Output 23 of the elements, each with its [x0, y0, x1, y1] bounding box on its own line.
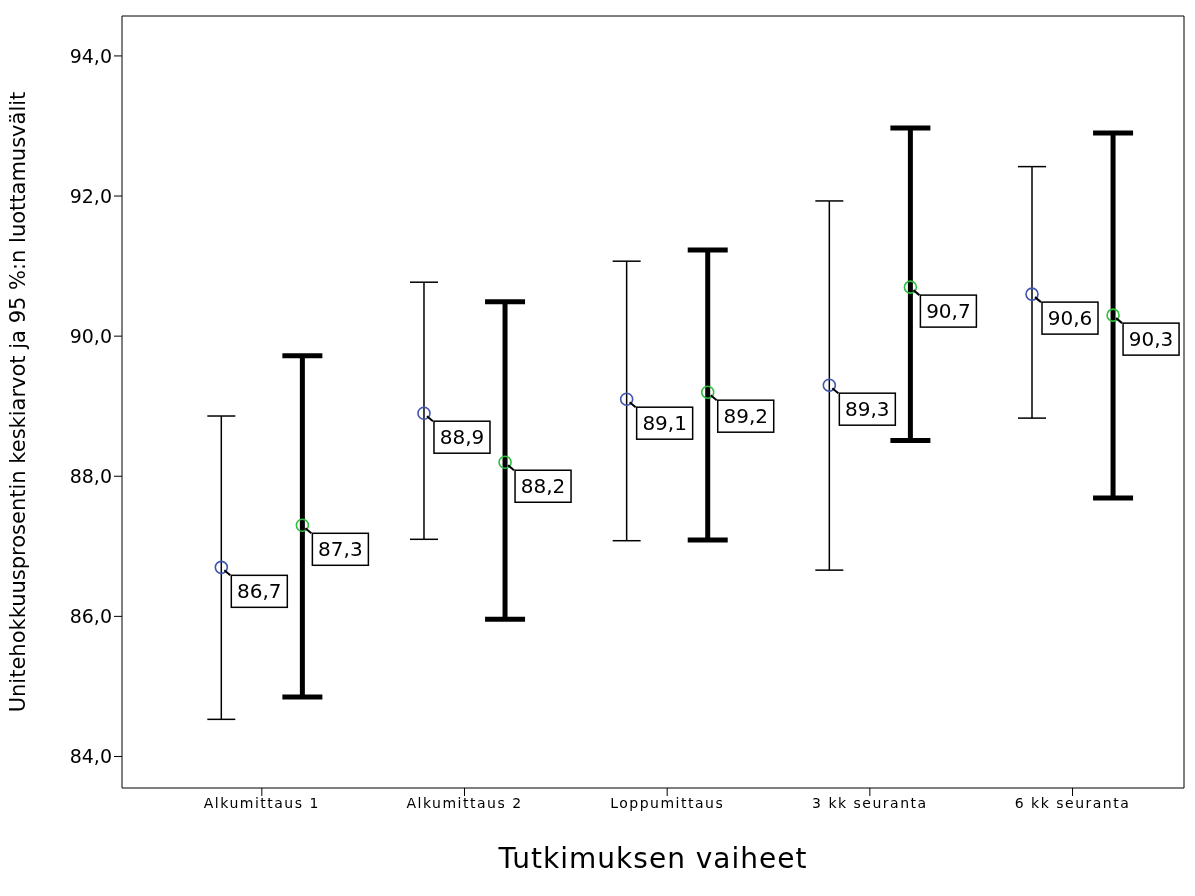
x-tick-label: Alkumittaus 1	[203, 794, 320, 811]
data-label: 89,1	[642, 411, 687, 436]
y-tick-label: 94,0	[69, 44, 112, 67]
y-tick-label: 88,0	[69, 465, 112, 487]
data-label: 88,2	[520, 474, 566, 499]
y-tick-label: 92,0	[69, 184, 112, 207]
data-label: 90,7	[926, 299, 971, 324]
y-axis-title: Unitehokkuusprosentin keskiarvot ja 95 %:n luottamusvälit	[6, 91, 31, 713]
data-label: 86,7	[237, 579, 282, 604]
data-label: 89,3	[845, 397, 890, 422]
y-tick-label: 86,0	[69, 605, 112, 628]
x-tick-label: Loppumittaus	[610, 794, 725, 811]
data-label: 88,9	[439, 425, 485, 450]
data-label: 90,6	[1047, 306, 1093, 331]
y-tick-label: 90,0	[69, 324, 112, 347]
x-axis-title: Tutkimuksen vaiheet	[497, 842, 808, 875]
x-tick-label: 6 kk seuranta	[1014, 794, 1131, 811]
data-label: 90,3	[1128, 327, 1174, 352]
data-label: 89,2	[723, 404, 768, 429]
x-tick-label: 3 kk seuranta	[812, 794, 928, 811]
y-tick-label: 84,0	[69, 745, 112, 768]
data-label: 87,3	[318, 537, 363, 562]
x-tick-label: Alkumittaus 2	[406, 794, 523, 811]
